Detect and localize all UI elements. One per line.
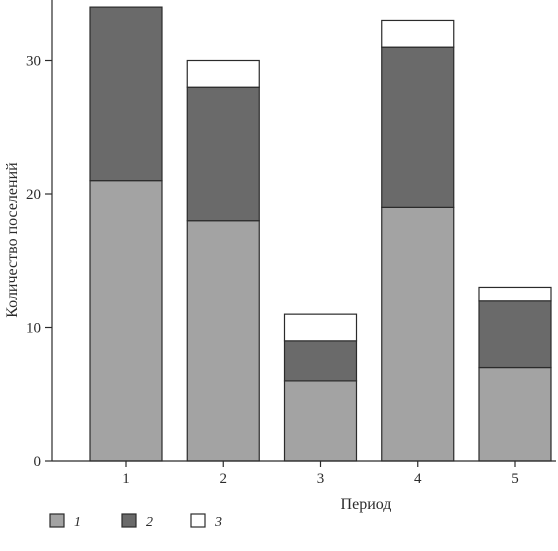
y-tick-label: 0 <box>34 454 42 470</box>
bar-period-5-series-3 <box>478 286 552 302</box>
bar-period-1-series-1 <box>89 180 163 462</box>
x-tick-label: 4 <box>414 471 422 487</box>
bar-period-2-series-1 <box>186 220 260 462</box>
legend: 1 2 3 <box>49 513 222 530</box>
y-tick-label: 30 <box>26 54 41 70</box>
x-axis-ticks: 1 2 3 4 5 <box>122 461 519 487</box>
bar-period-3-series-3 <box>283 313 358 342</box>
legend-label-2: 2 <box>146 515 153 530</box>
x-tick-label: 5 <box>511 471 519 487</box>
bars-layer <box>89 6 552 462</box>
legend-swatch-1 <box>49 513 65 528</box>
y-tick-label: 10 <box>26 321 41 337</box>
bar-period-5-series-2 <box>478 300 552 369</box>
y-tick-label: 20 <box>26 187 41 203</box>
bar-period-4-series-1 <box>381 206 455 462</box>
x-tick-label: 2 <box>220 471 228 487</box>
legend-swatch-3 <box>190 513 206 528</box>
bar-period-2-series-3 <box>186 59 260 88</box>
bar-period-4-series-2 <box>381 46 455 208</box>
bar-period-5-series-1 <box>478 366 552 462</box>
bar-period-1-series-2 <box>89 6 163 182</box>
legend-swatch-2 <box>121 513 137 528</box>
bar-period-3-series-2 <box>283 340 358 382</box>
legend-label-3: 3 <box>214 515 222 530</box>
legend-label-1: 1 <box>74 515 81 530</box>
x-tick-label: 1 <box>122 471 130 487</box>
bar-period-4-series-3 <box>381 19 455 48</box>
bar-period-3-series-1 <box>283 380 358 462</box>
y-axis-title: Количество поселений <box>4 162 21 318</box>
bar-period-2-series-2 <box>186 86 260 222</box>
x-axis-title: Период <box>341 496 392 513</box>
x-tick-label: 3 <box>317 471 325 487</box>
y-axis-ticks: 0 10 20 30 <box>26 54 52 470</box>
